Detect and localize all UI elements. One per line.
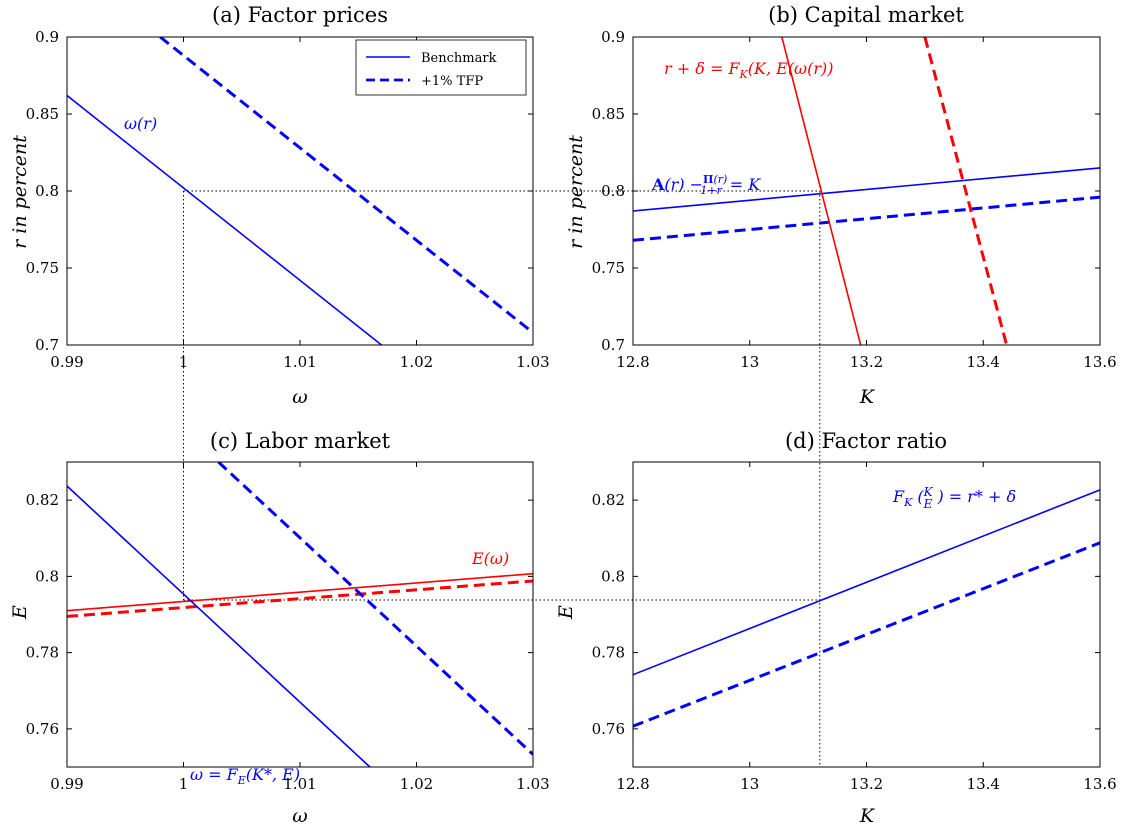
- ytick-label: 0.9: [35, 28, 59, 46]
- ytick-label: 0.76: [592, 720, 625, 738]
- ytick-label: 0.78: [592, 644, 625, 662]
- ytick-label: 0.9: [601, 28, 625, 46]
- labor-supply-label: E(ω): [471, 549, 509, 568]
- factor-ratio-label: FK (K E ) = r* + δ: [892, 485, 1016, 511]
- xtick-label: 13.6: [1083, 775, 1116, 793]
- series-line-3-0: [633, 489, 1100, 676]
- xtick-label: 1: [179, 353, 189, 371]
- axes-box: [632, 461, 1101, 768]
- panel-b-xlabel: K: [859, 386, 876, 408]
- xtick-label: 1.03: [516, 775, 549, 793]
- xtick-label: 12.8: [616, 353, 649, 371]
- ytick-label: 0.85: [592, 105, 625, 123]
- panel-b-annotations: r + δ = FK(K, E(ω(r)) A(r) −Π(r) 1+r = K: [651, 59, 833, 197]
- series-line-1-3: [923, 37, 1009, 345]
- ytick-label: 0.82: [26, 491, 59, 509]
- panel-c-series: [67, 462, 533, 767]
- xtick-label: 13.2: [850, 353, 883, 371]
- xtick-label: 0.99: [50, 353, 83, 371]
- series-line-2-3: [217, 462, 533, 756]
- panel-c-xlabel: ω: [292, 805, 308, 827]
- panel-d-annotations: FK (K E ) = r* + δ: [892, 485, 1016, 511]
- ytick-label: 0.75: [592, 259, 625, 277]
- panel-d-ticklabels: 12.8 13 13.2 13.4 13.6 0.76 0.78 0.8 0.82: [592, 491, 1117, 793]
- panel-a-ylabel: r in percent: [9, 135, 31, 249]
- panel-d-series: [633, 489, 1100, 728]
- series-line-3-1: [633, 541, 1100, 728]
- xtick-label: 13.4: [967, 775, 1000, 793]
- panel-c-frame: [66, 461, 534, 768]
- omega-r-label: ω(r): [124, 114, 157, 133]
- capital-demand-label: r + δ = FK(K, E(ω(r)): [664, 59, 833, 81]
- legend: Benchmark +1% TFP: [355, 39, 527, 96]
- series-line-0-1: [159, 37, 533, 334]
- series-line-2-0: [67, 572, 533, 612]
- legend-label-benchmark: Benchmark: [421, 51, 497, 66]
- panel-c-ylabel: E: [9, 605, 31, 620]
- axes-box: [66, 461, 534, 768]
- labor-demand-label: ω = FE(K*, E): [190, 765, 300, 787]
- xtick-label: 13: [740, 775, 759, 793]
- series-line-1-1: [633, 195, 1100, 242]
- ytick-label: 0.8: [35, 182, 59, 200]
- series-line-2-1: [67, 579, 533, 618]
- panel-factor-prices: (a) Factor prices ω r in percent 0.99 1 1.…: [9, 3, 550, 408]
- reference-lines: [183, 190, 821, 767]
- panel-b-frame: [632, 36, 1101, 346]
- xtick-label: 1.02: [400, 775, 433, 793]
- capital-supply-label: A(r) −Π(r) 1+r = K: [651, 173, 761, 197]
- ytick-label: 0.85: [26, 105, 59, 123]
- xtick-label: 13.2: [850, 775, 883, 793]
- ytick-label: 0.78: [26, 644, 59, 662]
- series-line-1-0: [633, 167, 1100, 212]
- ytick-label: 0.8: [601, 567, 625, 585]
- ytick-label: 0.8: [35, 567, 59, 585]
- xtick-label: 1.01: [283, 353, 316, 371]
- panel-a-series: [67, 37, 533, 345]
- panel-c-annotations: E(ω) ω = FE(K*, E): [190, 549, 509, 787]
- series-line-1-2: [781, 37, 862, 345]
- panel-a-title: (a) Factor prices: [212, 3, 388, 27]
- xtick-label: 1.01: [283, 775, 316, 793]
- xtick-label: 12.8: [616, 775, 649, 793]
- panel-capital-market: (b) Capital market K r in percent 12.8 13…: [565, 3, 1117, 408]
- panel-d-xlabel: K: [859, 805, 876, 827]
- panel-a-xlabel: ω: [292, 386, 308, 408]
- panel-d-frame: [632, 461, 1101, 768]
- xtick-label: 13.6: [1083, 353, 1116, 371]
- series-line-2-2: [67, 485, 371, 767]
- panel-factor-ratio: (d) Factor ratio K E 12.8 13 13.2 13.4 13.6 0…: [555, 429, 1117, 827]
- panel-b-title: (b) Capital market: [768, 3, 964, 27]
- panel-a-ticklabels: 0.99 1 1.01 1.02 1.03 0.7 0.75 0.8 0.85 0.9: [26, 28, 550, 371]
- panel-c-title: (c) Labor market: [210, 429, 391, 453]
- ytick-label: 0.75: [26, 259, 59, 277]
- ytick-label: 0.76: [26, 720, 59, 738]
- legend-label-tfp: +1% TFP: [421, 74, 483, 89]
- panel-b-ylabel: r in percent: [565, 135, 587, 249]
- xtick-label: 1: [179, 775, 189, 793]
- ytick-label: 0.7: [35, 336, 59, 354]
- panel-labor-market: (c) Labor market ω E 0.99 1 1.01 1.02 1.030.…: [9, 429, 550, 827]
- panel-a-annotations: ω(r): [124, 114, 157, 133]
- ytick-label: 0.82: [592, 491, 625, 509]
- ytick-label: 0.8: [601, 182, 625, 200]
- xtick-label: 13: [740, 353, 759, 371]
- xtick-label: 1.02: [400, 353, 433, 371]
- panel-a-frame: [66, 36, 534, 346]
- xtick-label: 0.99: [50, 775, 83, 793]
- panel-b-ticklabels: 12.8 13 13.2 13.4 13.6 0.7 0.75 0.8 0.85 0.9: [592, 28, 1117, 371]
- panel-d-ylabel: E: [555, 605, 577, 620]
- series-line-0-0: [67, 94, 383, 345]
- panel-d-title: (d) Factor ratio: [785, 429, 947, 453]
- xtick-label: 13.4: [967, 353, 1000, 371]
- xtick-label: 1.03: [516, 353, 549, 371]
- ytick-label: 0.7: [601, 336, 625, 354]
- panel-b-series: [633, 37, 1100, 345]
- panel-c-ticklabels: 0.99 1 1.01 1.02 1.03 0.76 0.78 0.8 0.82: [26, 491, 550, 793]
- legend-box: [355, 39, 527, 96]
